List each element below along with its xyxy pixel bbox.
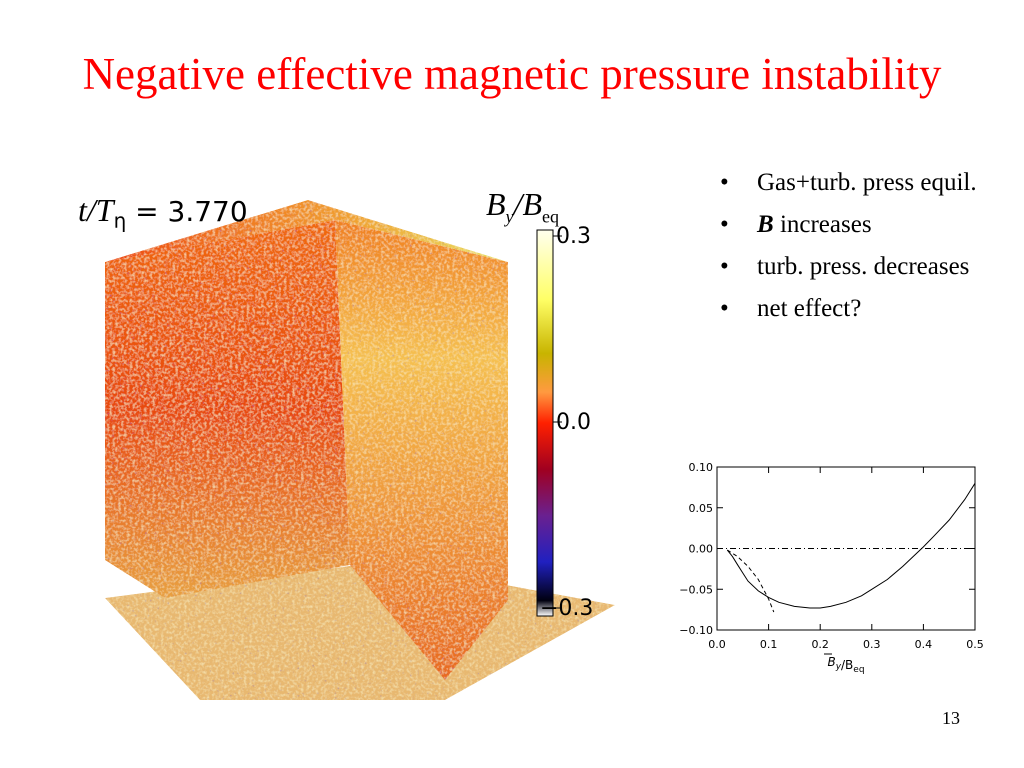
- bullet-list: • Gas+turb. press equil. • B increases • tu…: [720, 168, 1010, 336]
- bullet-item: • net effect?: [720, 295, 862, 322]
- y-tick-label: 0.00: [689, 543, 714, 556]
- x-tick-label: 0.5: [966, 638, 984, 651]
- x-tick-label: 0.0: [708, 638, 726, 651]
- colorbar-tick-bottom: −0.3: [540, 596, 594, 621]
- bullet-item: • turb. press. decreases: [720, 253, 970, 280]
- x-axis-label: By/Beq: [827, 655, 864, 675]
- pressure-inset-chart: 0.0 0.1 0.2 0.3 0.4 0.5 0.10 0.05 0.00 −0.05 −0.10…: [679, 461, 983, 675]
- y-tick-label: 0.05: [689, 502, 714, 515]
- plot-frame: [716, 466, 976, 631]
- x-tick-label: 0.1: [760, 638, 778, 651]
- slide-title: Negative effective magnetic pressure ins…: [82, 49, 942, 99]
- colorbar-tick-top: 0.3: [556, 224, 591, 249]
- cube-top-face: [105, 200, 508, 262]
- simulation-cube-figure: [105, 200, 615, 700]
- bullet-item: • Gas+turb. press equil.: [720, 169, 977, 196]
- colorbar-tick-mid: 0.0: [556, 410, 591, 435]
- y-tick-label: −0.05: [679, 583, 713, 596]
- cube-front-face: [105, 220, 350, 598]
- colorbar: [536, 229, 554, 617]
- plot-area: 0.0 0.1 0.2 0.3 0.4 0.5 0.10 0.05 0.00 −0.05 −0.10…: [679, 461, 983, 675]
- series-line-solid: [726, 483, 976, 609]
- y-tick-label: 0.10: [689, 461, 714, 474]
- y-tick-label: −0.10: [679, 624, 713, 637]
- series-line-dashed: [727, 549, 775, 613]
- bullet-item: • B increases: [720, 211, 872, 238]
- cube-side-face: [335, 220, 508, 680]
- x-tick-label: 0.3: [863, 638, 881, 651]
- slide-number: 13: [942, 708, 960, 728]
- x-tick-label: 0.2: [811, 638, 829, 651]
- time-label: t/Tη = 3.770: [78, 192, 248, 233]
- colorbar-label: By/Beq: [486, 186, 559, 227]
- x-tick-label: 0.4: [915, 638, 933, 651]
